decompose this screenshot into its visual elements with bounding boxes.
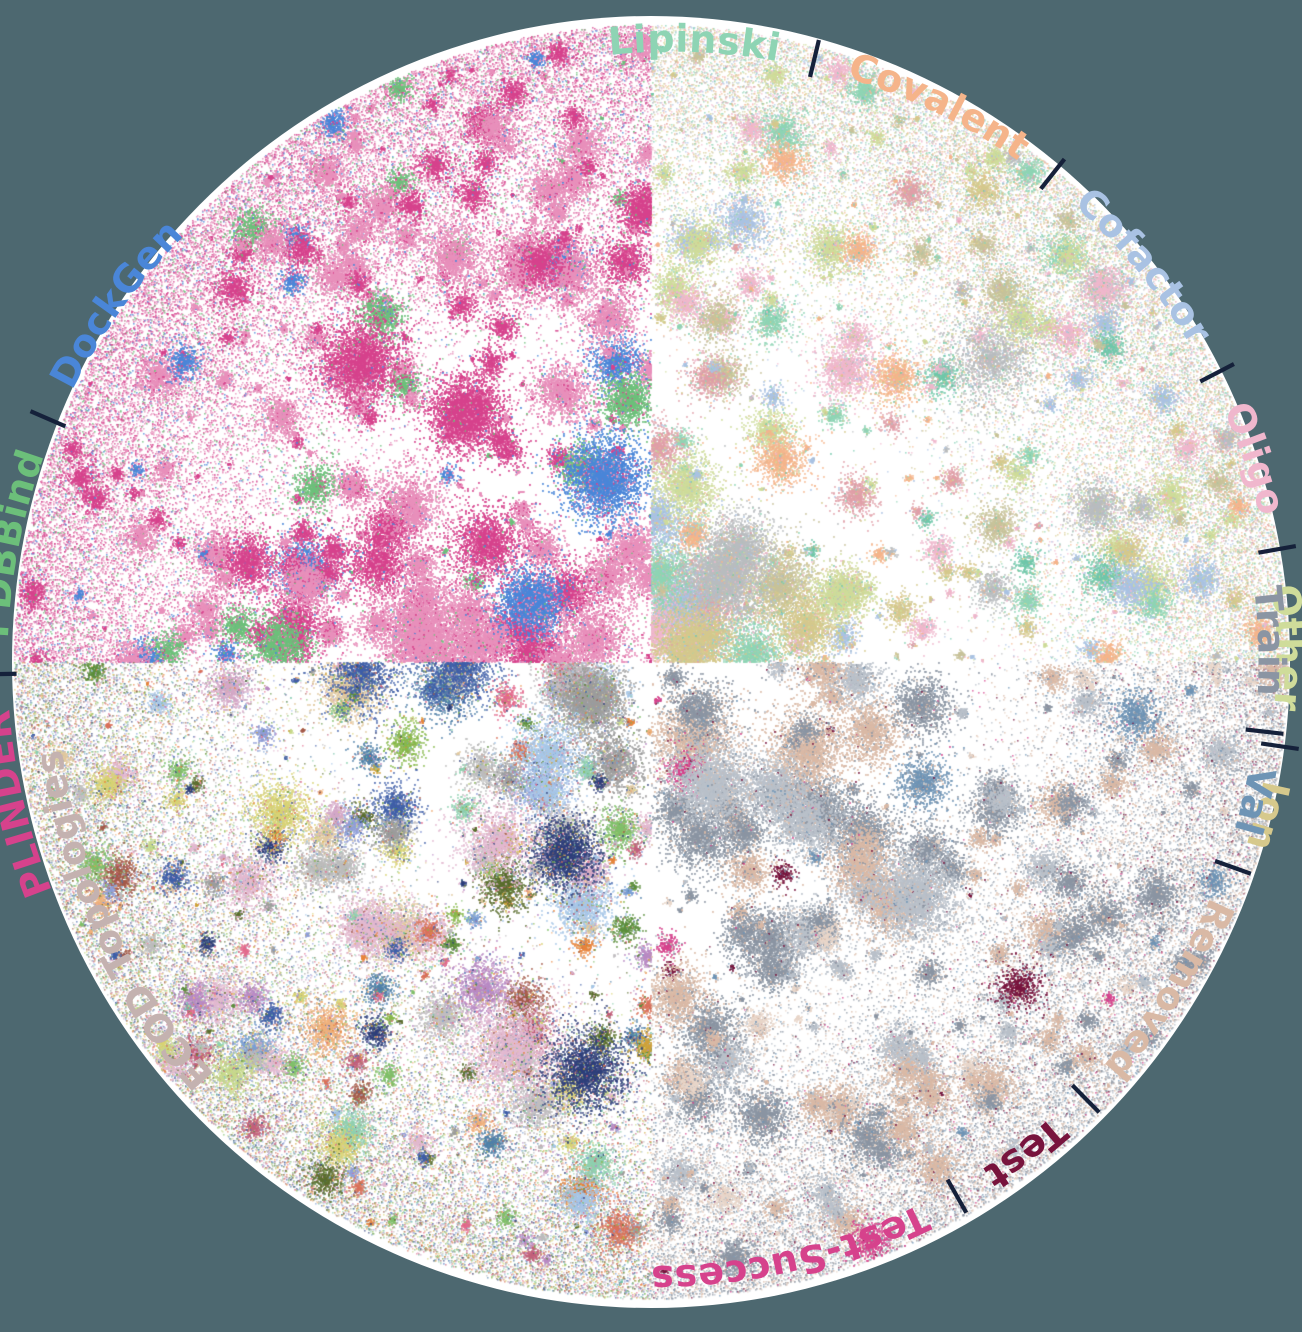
umap-disc xyxy=(12,16,1290,1308)
umap-scatter-canvas xyxy=(12,16,1290,1308)
